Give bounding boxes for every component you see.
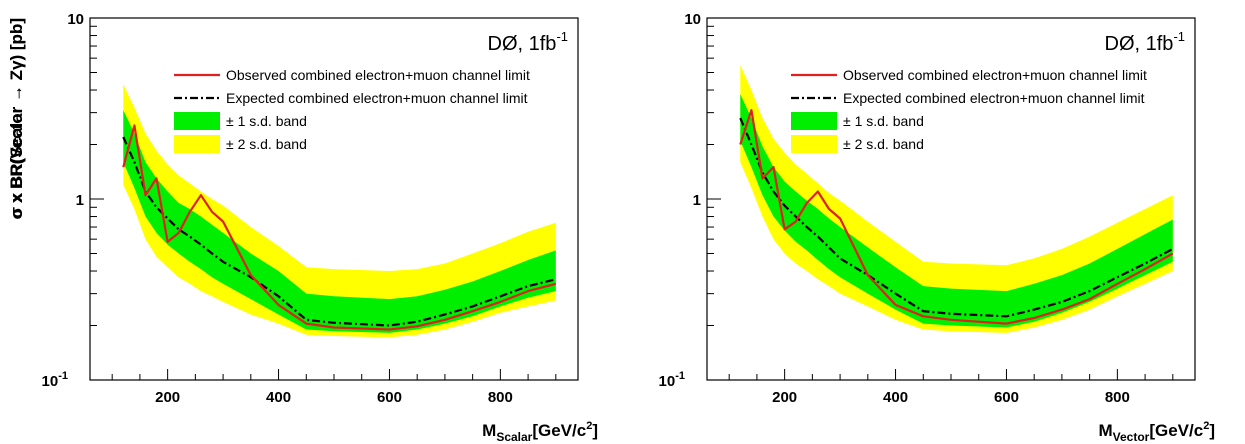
y-tick-base: 10: [67, 11, 84, 28]
observed-limit-line: [122, 124, 557, 331]
x-axis-title-end: ]: [1209, 421, 1215, 440]
y-tick-base: 10: [42, 373, 59, 390]
y-tick-base: 10: [659, 373, 676, 390]
legend-label: Observed combined electron+muon channel …: [843, 67, 1147, 83]
x-tick-label: 800: [488, 389, 513, 406]
legend-marker-band: [174, 135, 220, 153]
x-tick-label: 400: [266, 389, 291, 406]
y-tick-exponent: -1: [675, 370, 685, 382]
legend-label: ± 1 s.d. band: [843, 113, 924, 129]
expected-limit-line: [739, 117, 1174, 318]
experiment-label-main: DØ, 1fb: [1105, 33, 1174, 55]
experiment-label: DØ, 1fb-1: [1105, 29, 1185, 55]
experiment-label-exponent: -1: [556, 29, 568, 44]
x-axis-title: MScalar[GeV/c2]: [482, 420, 598, 444]
y-axis-title: σ x BR(Scalar → Zγ) [pb]: [7, 18, 26, 219]
y-tick-base: 1: [693, 192, 701, 209]
legend-label: Expected combined electron+muon channel …: [843, 90, 1145, 106]
legend-marker-band: [791, 112, 837, 130]
band-1sd: [123, 110, 556, 333]
x-axis-title: MVector[GeV/c2]: [1098, 420, 1215, 444]
legend-label: Observed combined electron+muon channel …: [226, 67, 530, 83]
x-axis-title-end: ]: [592, 421, 598, 440]
y-tick-label: 10-1: [42, 370, 68, 390]
x-axis-title-subscript: Vector: [1113, 430, 1150, 444]
experiment-label-exponent: -1: [1173, 29, 1185, 44]
x-tick-label: 600: [377, 389, 402, 406]
x-tick-label: 200: [155, 389, 180, 406]
legend-marker-band: [174, 112, 220, 130]
x-axis-title-units: [GeV/c: [532, 421, 586, 440]
expected-limit-line: [122, 136, 557, 327]
y-tick-label: 1: [76, 192, 84, 209]
y-tick-base: 1: [76, 192, 84, 209]
band-1sd: [740, 94, 1173, 328]
experiment-label: DØ, 1fb-1: [488, 29, 568, 55]
y-tick-base: 10: [684, 11, 701, 28]
x-axis-title-main: M: [482, 421, 496, 440]
legend-marker-band: [791, 135, 837, 153]
observed-limit-line: [739, 108, 1174, 325]
legend-label: ± 1 s.d. band: [226, 113, 307, 129]
y-tick-label: 10: [67, 11, 84, 28]
x-tick-label: 600: [994, 389, 1019, 406]
y-tick-label: 10-1: [659, 370, 685, 390]
y-tick-exponent: -1: [58, 370, 68, 382]
x-axis-title-units: [GeV/c: [1149, 421, 1203, 440]
y-tick-label: 10: [684, 11, 701, 28]
x-axis-title-subscript: Scalar: [496, 430, 532, 444]
x-axis-title-superscript: 2: [586, 420, 592, 432]
x-tick-label: 400: [883, 389, 908, 406]
y-tick-label: 1: [693, 192, 701, 209]
x-axis-title-superscript: 2: [1203, 420, 1209, 432]
y-axis-title: σ x BR(Vector → Zγ) [pb]: [7, 18, 26, 219]
legend-label: Expected combined electron+muon channel …: [226, 90, 528, 106]
x-tick-label: 800: [1105, 389, 1130, 406]
experiment-label-main: DØ, 1fb: [488, 33, 557, 55]
legend-label: ± 2 s.d. band: [226, 136, 307, 152]
legend-label: ± 2 s.d. band: [843, 136, 924, 152]
x-tick-label: 200: [772, 389, 797, 406]
x-axis-title-main: M: [1098, 421, 1112, 440]
